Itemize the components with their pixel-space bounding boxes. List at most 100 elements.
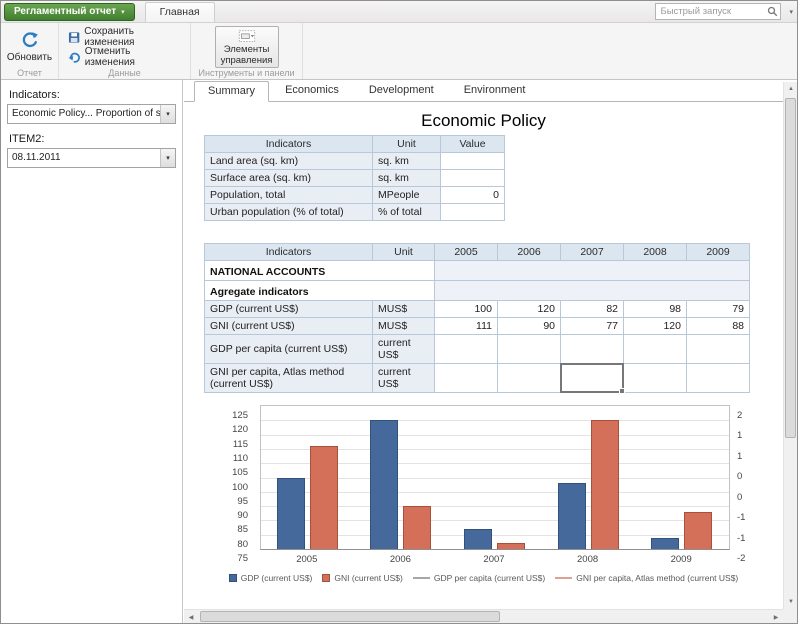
yearly-table: Indicators Unit 2005 2006 2007 2008 2009… (204, 243, 750, 395)
y2-axis-label: -1 (737, 512, 746, 524)
scroll-right-button[interactable]: ▶ (769, 610, 783, 623)
save-changes-button[interactable]: Сохранить изменения (62, 26, 187, 48)
value-cell[interactable] (497, 363, 561, 393)
search-icon[interactable] (765, 6, 780, 17)
horizontal-scrollbar[interactable]: ◀ ▶ (184, 609, 783, 623)
scroll-down-button[interactable]: ▼ (784, 595, 797, 609)
unit-cell[interactable]: current US$ (372, 363, 435, 393)
column-header: 2006 (497, 243, 561, 261)
value-cell[interactable]: 0 (440, 186, 505, 204)
legend-item: GDP per capita (current US$) (412, 573, 546, 583)
value-cell[interactable]: 88 (686, 317, 750, 335)
report-menu-button[interactable]: Регламентный отчет ▾ (4, 2, 135, 21)
undo-changes-button[interactable]: Отменить изменения (62, 46, 187, 68)
indicator-cell[interactable]: Surface area (sq. km) (204, 169, 373, 187)
x-axis-label: 2007 (483, 554, 505, 565)
right-axis: 2 1 1 0 0 -1 -1 -2 (730, 405, 770, 564)
value-cell[interactable]: 111 (434, 317, 498, 335)
indicator-cell[interactable]: GDP (current US$) (204, 300, 373, 318)
indicator-cell[interactable]: GDP per capita (current US$) (204, 334, 373, 364)
undo-changes-label: Отменить изменения (84, 46, 135, 68)
indicators-dropdown[interactable]: Economic Policy... Proportion of s... (1… (7, 104, 176, 124)
section-cell[interactable]: Agregate indicators (204, 280, 435, 301)
value-cell[interactable]: 100 (434, 300, 498, 318)
indicator-cell[interactable]: Urban population (% of total) (204, 203, 373, 221)
unit-cell[interactable]: % of total (372, 203, 441, 221)
quick-search-box (655, 3, 782, 20)
indicators-dropdown-value: Economic Policy... Proportion of s... (1 (12, 108, 160, 119)
horizontal-scroll-thumb[interactable] (200, 611, 500, 622)
value-cell[interactable]: 82 (560, 300, 624, 318)
value-cell[interactable] (440, 169, 505, 187)
table-row: NATIONAL ACCOUNTS (204, 260, 750, 281)
ribbon-tab-home[interactable]: Главная (144, 2, 215, 22)
unit-cell[interactable]: current US$ (372, 334, 435, 364)
column-header: Indicators (204, 243, 373, 261)
value-cell[interactable] (440, 152, 505, 170)
bar-gni (309, 446, 338, 549)
unit-cell[interactable]: MUS$ (372, 317, 435, 335)
value-cell[interactable]: 90 (497, 317, 561, 335)
value-cell[interactable]: 77 (560, 317, 624, 335)
section-cell[interactable]: NATIONAL ACCOUNTS (204, 260, 435, 281)
ribbon-group-tools: Элементы управления Инструменты и панели (191, 23, 303, 79)
ribbon-group-data-label: Данные (108, 68, 141, 78)
legend-label: GDP per capita (current US$) (433, 573, 546, 583)
vertical-scrollbar[interactable]: ▲ ▼ (783, 82, 797, 609)
save-icon (68, 31, 80, 43)
value-cell[interactable] (686, 363, 750, 393)
value-cell[interactable] (623, 334, 687, 364)
unit-cell[interactable]: sq. km (372, 152, 441, 170)
value-cell[interactable] (560, 363, 626, 395)
x-axis-label: 2006 (389, 554, 411, 565)
search-options-caret-icon[interactable]: ▾ (789, 8, 793, 16)
unit-cell[interactable]: MPeople (372, 186, 441, 204)
chart-gridline (261, 463, 729, 465)
bar-chart: 125 120 115 110 105 100 95 90 85 80 75 2 1 1 0 0 -1 -1 -2… (184, 395, 783, 595)
section-band[interactable] (434, 280, 750, 301)
vertical-scroll-thumb[interactable] (785, 98, 796, 438)
value-cell[interactable] (560, 334, 624, 364)
value-cell[interactable] (434, 363, 498, 393)
indicator-cell[interactable]: Population, total (204, 186, 373, 204)
caret-down-icon: ▾ (121, 8, 125, 16)
y-axis-label: 115 (232, 438, 248, 450)
ribbon-group-tools-label: Инструменты и панели (198, 68, 295, 78)
tab-economics[interactable]: Economics (285, 84, 339, 96)
caret-down-icon[interactable]: ▾ (160, 149, 175, 167)
indicator-cell[interactable]: GNI (current US$) (204, 317, 373, 335)
table-header-row: Indicators Unit 2005 2006 2007 2008 2009 (204, 243, 750, 261)
tab-environment[interactable]: Environment (463, 84, 526, 96)
item2-dropdown[interactable]: 08.11.2011 ▾ (7, 148, 176, 168)
legend-item: GNI per capita, Atlas method (current US… (555, 573, 738, 583)
tab-development[interactable]: Development (368, 84, 434, 96)
controls-button[interactable]: Элементы управления (214, 26, 279, 68)
table-header-row: Indicators Unit Value (204, 135, 505, 153)
value-cell[interactable]: 120 (497, 300, 561, 318)
unit-cell[interactable]: sq. km (372, 169, 441, 187)
section-band[interactable] (434, 260, 750, 281)
unit-cell[interactable]: MUS$ (372, 300, 435, 318)
value-cell[interactable] (440, 203, 505, 221)
scroll-up-button[interactable]: ▲ (784, 82, 797, 96)
tab-summary[interactable]: Summary (194, 81, 270, 102)
value-cell[interactable]: 98 (623, 300, 687, 318)
bar-gni (403, 506, 432, 549)
plot-area (260, 405, 730, 550)
ribbon-group-report: Обновить Отчет (1, 23, 59, 79)
value-cell[interactable] (434, 334, 498, 364)
caret-down-icon[interactable]: ▾ (160, 105, 175, 123)
indicator-cell[interactable]: Land area (sq. km) (204, 152, 373, 170)
value-cell[interactable] (686, 334, 750, 364)
refresh-button[interactable]: Обновить (5, 26, 55, 68)
scroll-left-button[interactable]: ◀ (184, 610, 198, 623)
bar-gni (497, 543, 525, 549)
value-cell[interactable] (623, 363, 687, 393)
value-cell[interactable]: 79 (686, 300, 750, 318)
chart-gridline (261, 434, 729, 436)
value-cell[interactable] (497, 334, 561, 364)
value-cell[interactable]: 120 (623, 317, 687, 335)
quick-search-input[interactable] (656, 6, 766, 17)
indicator-cell[interactable]: GNI per capita, Atlas method (current US… (204, 363, 373, 393)
